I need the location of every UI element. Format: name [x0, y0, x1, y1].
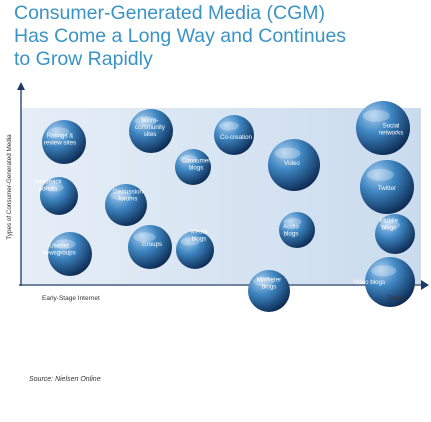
- title-line: Consumer-Generated Media (CGM): [14, 2, 326, 24]
- bubble-circle: [129, 109, 173, 153]
- bubble-ratings-review-sites: Ratings &review sites: [42, 120, 86, 164]
- bubble-label: Feedback: [34, 179, 62, 186]
- bubble-highlight: [133, 232, 156, 242]
- bubble-label: review sites: [44, 140, 76, 147]
- bubble-label: Twitter: [378, 185, 396, 192]
- title-line: Has Come a Long Way and Continues: [14, 25, 347, 47]
- bubble-label: blogs: [192, 236, 207, 243]
- bubble-circle: [176, 231, 214, 269]
- bubble-label: Audio: [283, 224, 299, 231]
- bubble-highlight: [219, 121, 239, 131]
- bubble-highlight: [274, 147, 301, 160]
- bubble-highlight: [44, 183, 64, 192]
- bubble-circle: [268, 139, 320, 191]
- y-axis-arrow: [17, 82, 25, 90]
- bubble-label: Social: [383, 123, 400, 130]
- source-note: Source: Nielsen Online: [29, 376, 101, 383]
- bubble-label: Co-creation: [220, 134, 253, 141]
- x-axis-arrow: [421, 280, 429, 290]
- bubble-label: Usenet: [49, 243, 69, 250]
- bubble-label: Ratings &: [47, 133, 75, 140]
- bubble-circle: [375, 214, 415, 254]
- title-line: to Grow Rapidly: [14, 48, 153, 70]
- bubble-circle: [105, 184, 147, 226]
- bubble-highlight: [283, 217, 302, 226]
- bubble-highlight: [47, 127, 70, 137]
- bubble-circle: [48, 232, 92, 276]
- bubble-label: blogs: [262, 284, 277, 291]
- bubble-label: community: [135, 124, 166, 131]
- bubble-label: Mobile: [380, 218, 399, 225]
- bubble-circle: [40, 177, 78, 215]
- bubble-highlight: [53, 239, 76, 249]
- bubble-video-blogs: Video blogs: [353, 257, 415, 307]
- bubble-highlight: [380, 220, 400, 230]
- bubble-label: Media: [191, 229, 208, 236]
- bubble-highlight: [371, 265, 397, 277]
- bubble-label: Consumer: [182, 158, 211, 165]
- bubble-co-creation: Co-creation: [214, 115, 254, 155]
- bubble-label: blogs: [382, 225, 397, 232]
- bubble-label: Discussion: [113, 189, 143, 196]
- bubble-circle: [365, 257, 415, 307]
- bubble-highlight: [366, 168, 394, 181]
- bubble-label: newsgroups: [42, 250, 75, 257]
- bubble-circle: [360, 160, 414, 214]
- bubble-label: Video: [284, 160, 300, 167]
- bubble-video: Video: [268, 139, 320, 191]
- bubble-circle: [214, 115, 254, 155]
- bubble-label: Micro-: [141, 117, 158, 124]
- bubble-highlight: [362, 109, 390, 122]
- bubble-label: blogs: [189, 165, 204, 172]
- bubble-highlight: [180, 237, 200, 246]
- bubble-label: Video blogs: [353, 279, 385, 286]
- bubble-label: sites: [144, 131, 157, 138]
- bubble-circle: [175, 149, 211, 185]
- bubble-circle: [128, 225, 172, 269]
- y-axis-title: Types of Consumer-Generated Media: [6, 134, 13, 240]
- bubble-label: Groups: [142, 241, 162, 248]
- diagram-title: Consumer-Generated Media (CGM) Has Come …: [14, 2, 424, 71]
- bubble-highlight: [134, 116, 157, 126]
- bubble-circle: [248, 270, 290, 312]
- bubble-circle: [356, 101, 410, 155]
- bubble-highlight: [253, 276, 275, 287]
- bubble-circle: [42, 120, 86, 164]
- bubble-highlight: [110, 190, 132, 201]
- bubble-groups: Groups: [128, 225, 172, 269]
- bubble-highlight: [179, 154, 198, 163]
- bubble-label: networks: [379, 130, 404, 137]
- bubble-circle: [279, 212, 315, 248]
- bubble-label: blogs: [284, 231, 299, 238]
- bubble-group: Ratings &review sites Micro-communitysite…: [34, 101, 415, 312]
- bubble-twitter: Twitter: [360, 160, 414, 214]
- x-axis-start-label: Early-Stage Internet: [42, 295, 100, 302]
- x-axis-end-label: Today: [387, 295, 405, 302]
- bubble-label: Marketer: [257, 277, 281, 284]
- bubble-label: portals: [39, 186, 58, 193]
- bubble-label: forums: [119, 196, 138, 203]
